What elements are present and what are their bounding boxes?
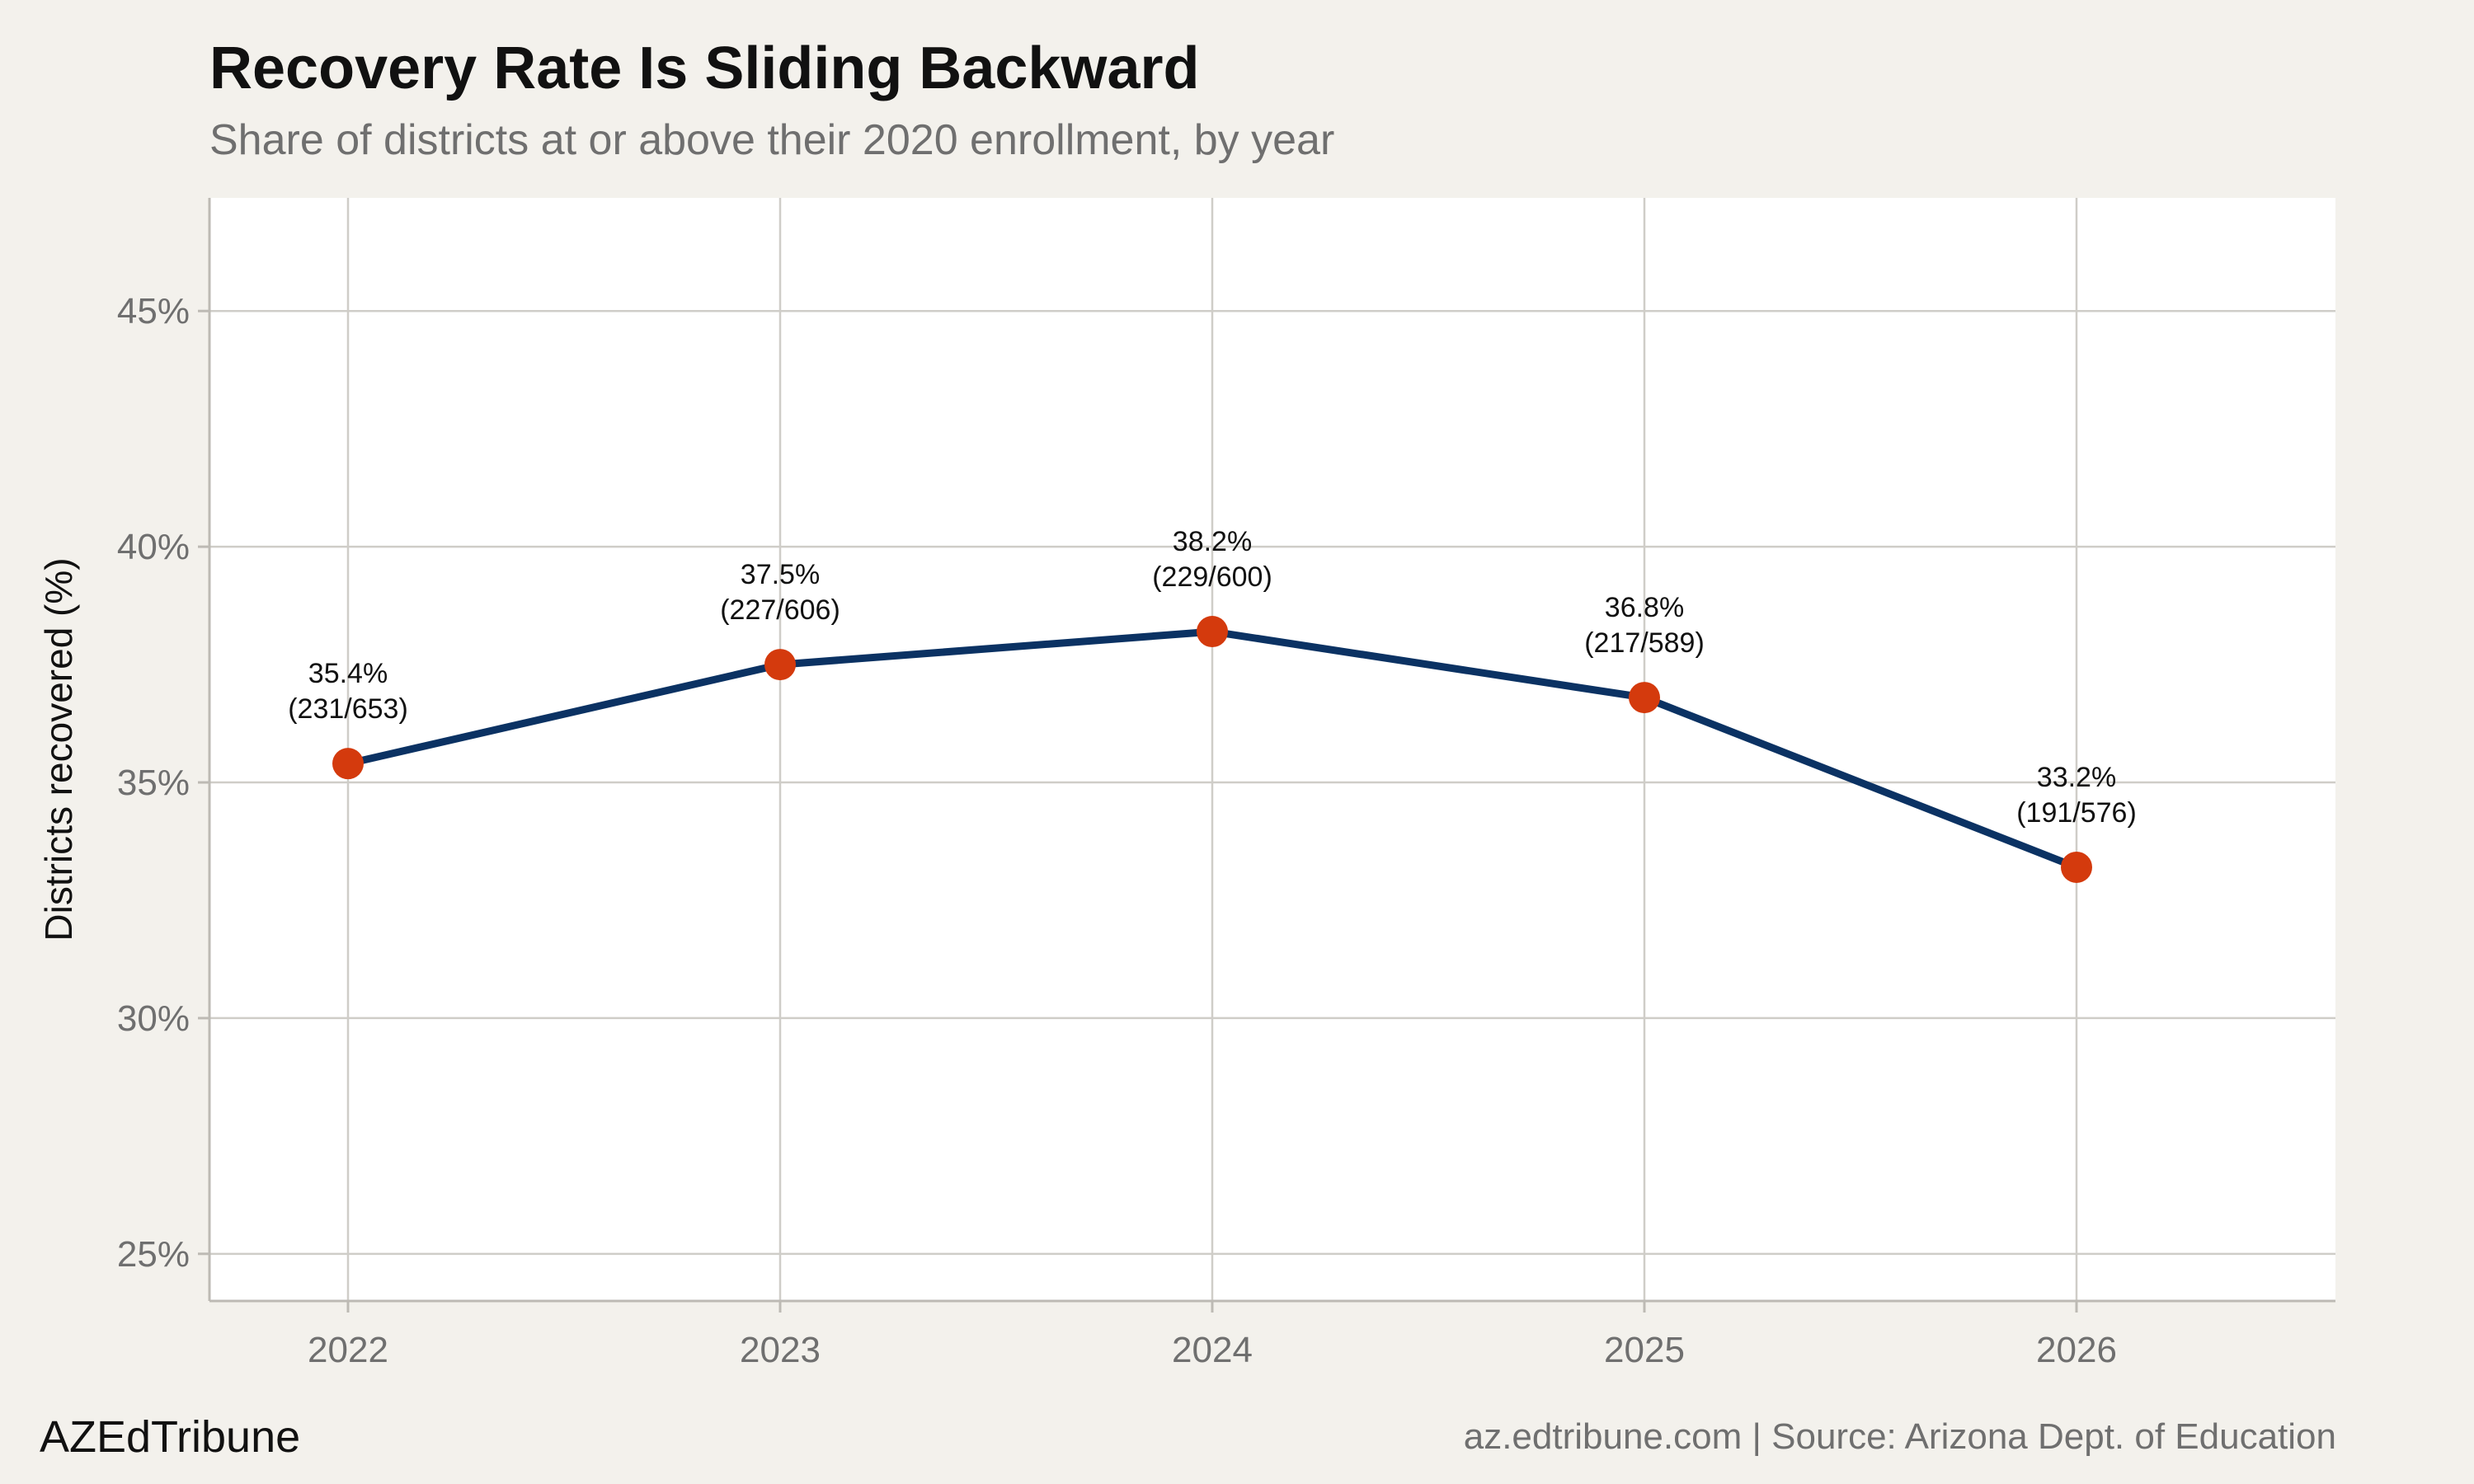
data-label-percent: 37.5% — [741, 559, 820, 590]
x-tick-label: 2025 — [1604, 1330, 1685, 1370]
x-tick-label: 2023 — [740, 1330, 821, 1370]
chart-title: Recovery Rate Is Sliding Backward — [209, 35, 1200, 101]
y-axis-label: Districts recovered (%) — [37, 557, 80, 941]
x-tick-label: 2022 — [308, 1330, 388, 1370]
plot-panel — [209, 198, 2335, 1301]
brand-name: AZEdTribune — [40, 1412, 301, 1462]
data-label-count: (191/576) — [2016, 797, 2137, 829]
data-label-count: (231/653) — [288, 693, 408, 725]
data-label-count: (217/589) — [1584, 627, 1705, 659]
data-point — [332, 748, 364, 780]
x-tick-label: 2026 — [2036, 1330, 2117, 1370]
y-tick-label: 35% — [117, 763, 190, 803]
data-point — [2061, 851, 2092, 883]
data-point — [1197, 616, 1228, 648]
data-label-percent: 38.2% — [1173, 526, 1252, 557]
x-tick-label: 2024 — [1172, 1330, 1253, 1370]
y-tick-label: 25% — [117, 1234, 190, 1275]
source-note: az.edtribune.com | Source: Arizona Dept.… — [1463, 1416, 2336, 1457]
y-tick-label: 30% — [117, 998, 190, 1039]
data-label-percent: 36.8% — [1605, 592, 1684, 623]
data-point — [1629, 682, 1660, 714]
y-tick-label: 40% — [117, 527, 190, 567]
y-tick-label: 45% — [117, 291, 190, 331]
data-label-count: (229/600) — [1152, 561, 1272, 593]
data-label-percent: 33.2% — [2037, 762, 2116, 793]
data-label-percent: 35.4% — [308, 658, 388, 689]
data-point — [764, 649, 796, 681]
chart-subtitle: Share of districts at or above their 202… — [209, 116, 1335, 164]
data-label-count: (227/606) — [720, 594, 840, 626]
